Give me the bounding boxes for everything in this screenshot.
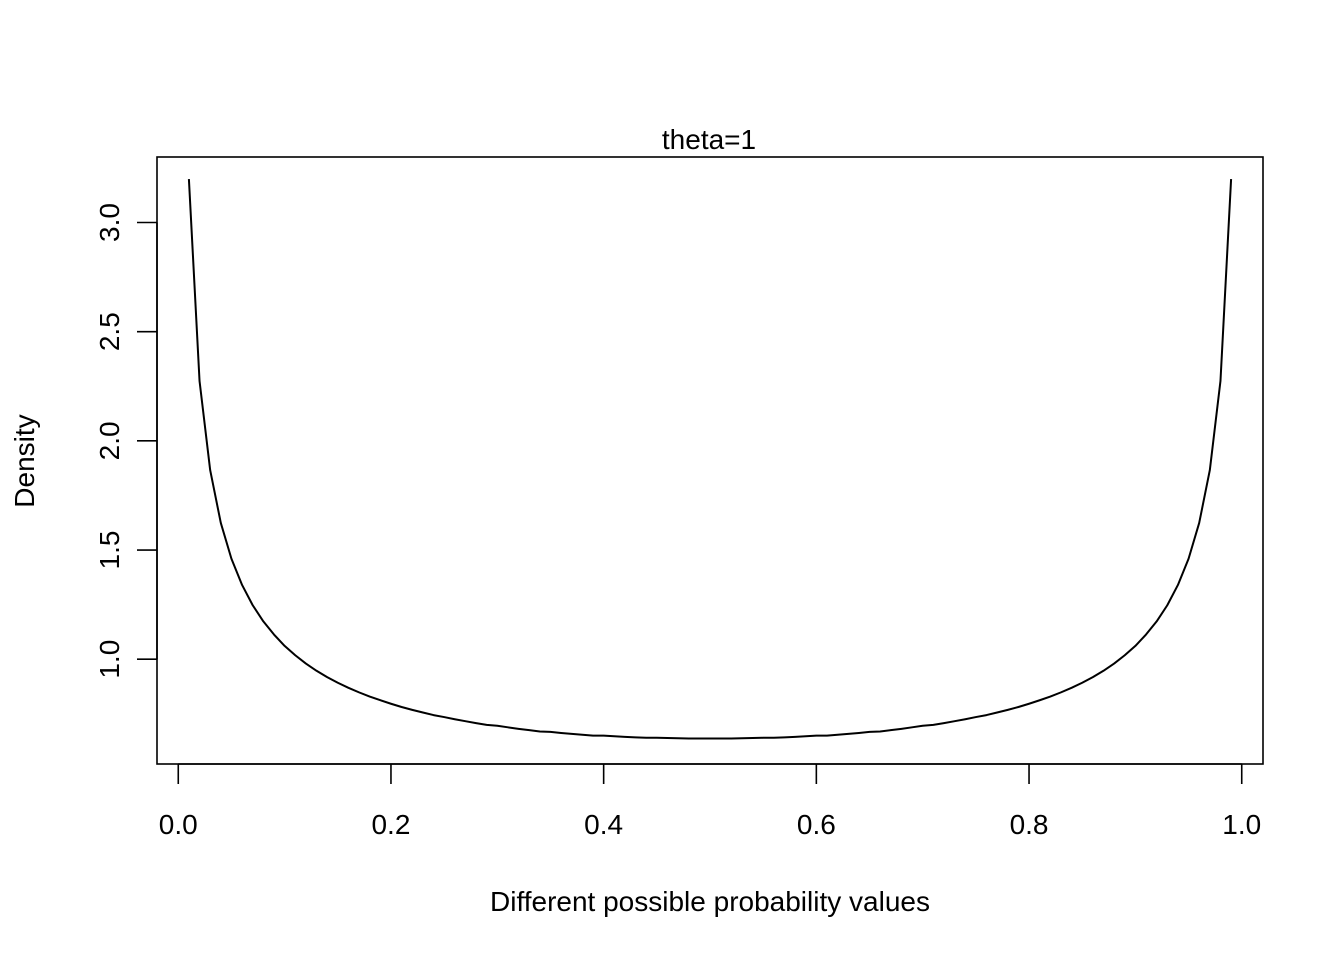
chart-title: theta=1 bbox=[662, 124, 756, 155]
x-tick-label: 1.0 bbox=[1222, 809, 1261, 840]
y-tick-label: 2.5 bbox=[94, 312, 125, 351]
y-tick-label: 1.0 bbox=[94, 640, 125, 679]
y-axis: 1.0 1.5 2.0 2.5 3.0 bbox=[94, 203, 158, 679]
y-tick-label: 1.5 bbox=[94, 531, 125, 570]
x-tick-label: 0.0 bbox=[159, 809, 198, 840]
x-axis-label: Different possible probability values bbox=[490, 886, 930, 917]
plot-frame bbox=[156, 156, 1264, 765]
x-tick-label: 0.4 bbox=[584, 809, 623, 840]
y-axis-label: Density bbox=[9, 414, 40, 507]
x-tick-label: 0.6 bbox=[797, 809, 836, 840]
y-tick-label: 3.0 bbox=[94, 203, 125, 242]
x-axis: 0.0 0.2 0.4 0.6 0.8 1.0 bbox=[159, 763, 1261, 840]
x-tick-label: 0.8 bbox=[1010, 809, 1049, 840]
y-tick-label: 2.0 bbox=[94, 421, 125, 460]
density-curve bbox=[187, 178, 1233, 740]
x-tick-label: 0.2 bbox=[371, 809, 410, 840]
